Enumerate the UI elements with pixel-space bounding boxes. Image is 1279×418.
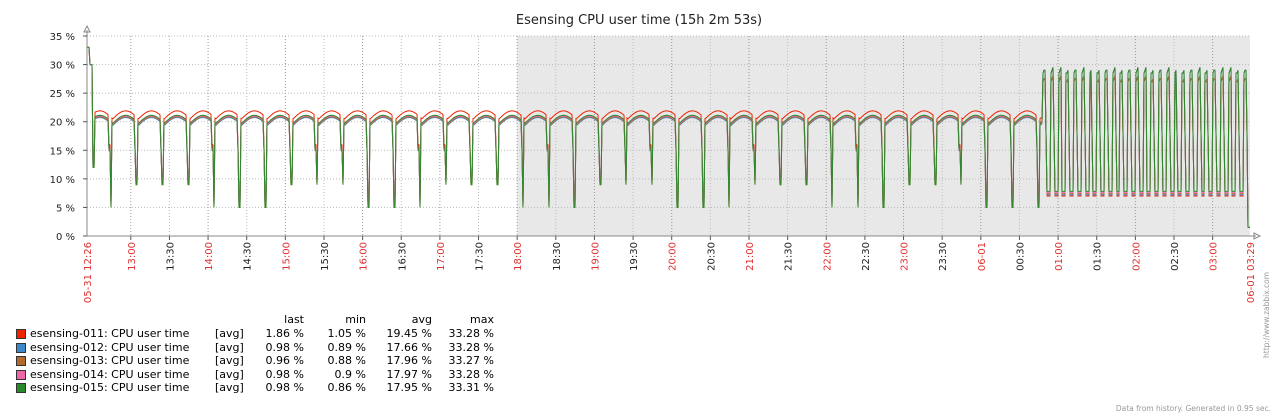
x-tick-label: 02:30 [1170,242,1181,271]
legend-series-name: esensing-015: CPU user time [30,381,190,395]
x-tick-label: 06-01 03:29 [1246,242,1257,303]
y-tick-label: 10 % [50,175,75,186]
legend-swatch [16,383,26,394]
x-tick-label: 13:00 [127,242,138,271]
legend-agg: [avg] [215,354,244,368]
legend-min: 0.89 % [327,340,366,354]
legend-agg: [avg] [215,327,244,340]
legend-avg: 17.97 % [386,367,432,381]
x-axis-arrow [1253,232,1262,240]
legend-header-last: last [284,313,304,326]
series-line-4 [87,46,1250,228]
legend-min: 1.05 % [327,327,366,340]
zabbix-link[interactable]: http://www.zabbix.com [1262,271,1271,358]
x-tick-label: 20:00 [668,242,679,271]
legend-avg: 17.95 % [386,381,432,395]
x-tick-label: 17:00 [436,242,447,271]
series-line-1 [87,46,1250,228]
y-tick-label: 30 % [50,61,75,72]
legend-avg: 17.96 % [386,354,432,368]
chart-title: Esensing CPU user time (15h 2m 53s) [516,13,762,28]
legend-max: 33.28 % [448,340,494,354]
legend-series-name: esensing-013: CPU user time [30,354,190,368]
legend-header-max: max [470,313,494,326]
x-tick-label: 22:30 [861,242,872,271]
legend-header-avg: avg [411,313,432,326]
x-tick-label: 13:30 [165,242,176,271]
legend-min: 0.88 % [327,354,366,368]
y-tick-label: 5 % [56,203,75,214]
x-tick-label: 01:00 [1054,242,1065,271]
legend-series-name: esensing-011: CPU user time [30,327,190,340]
legend-max: 33.28 % [448,327,494,340]
x-tick-label: 19:30 [629,242,640,271]
x-tick-label: 03:00 [1209,242,1220,271]
x-tick-label: 14:00 [204,242,215,271]
y-tick-label: 20 % [50,118,75,129]
legend-last: 0.98 % [265,340,304,354]
x-tick-label: 18:30 [552,242,563,271]
legend-last: 0.98 % [265,381,304,395]
legend-swatch [16,342,26,353]
y-tick-label: 15 % [50,146,75,157]
x-tick-label: 19:00 [590,242,601,271]
x-tick-label: 02:00 [1131,242,1142,271]
y-axis-ticks: 0 % 5 % 10 % 15 % 20 % 25 % 30 % 35 % [50,32,87,243]
y-tick-label: 0 % [56,232,75,243]
x-tick-label: 18:00 [513,242,524,271]
x-tick-label: 00:30 [1015,242,1026,271]
legend-series-name: esensing-014: CPU user time [30,367,190,381]
series-line-2 [87,46,1250,228]
legend-agg: [avg] [215,367,244,381]
legend-last: 0.98 % [265,367,304,381]
legend-last: 1.86 % [265,327,304,340]
x-tick-label: 15:00 [281,242,292,271]
x-tick-label: 16:30 [397,242,408,271]
x-tick-label: 05-31 12:26 [83,242,94,303]
legend-series-name: esensing-012: CPU user time [30,340,190,354]
x-tick-label: 20:30 [706,242,717,271]
legend-swatch [16,329,26,339]
x-tick-label: 22:00 [822,242,833,271]
plot-background [87,36,1250,236]
legend-avg: 19.45 % [386,327,432,340]
legend-max: 33.27 % [448,354,494,368]
y-axis-arrow [83,24,91,33]
series-line-3 [87,46,1250,228]
series-lines [87,46,1250,228]
legend-swatch [16,369,26,380]
legend-header-min: min [345,313,366,326]
x-tick-label: 16:00 [359,242,370,271]
legend-agg: [avg] [215,340,244,354]
x-tick-label: 21:00 [745,242,756,271]
y-tick-label: 25 % [50,89,75,100]
series-line-0 [87,46,1250,228]
legend-min: 0.86 % [327,381,366,395]
x-tick-label: 17:30 [475,242,486,271]
x-tick-label: 14:30 [243,242,254,271]
y-tick-label: 35 % [50,32,75,43]
legend-last: 0.96 % [265,354,304,368]
x-tick-label: 06-01 [977,242,988,271]
legend-max: 33.28 % [448,367,494,381]
x-tick-label: 23:00 [900,242,911,271]
x-tick-label: 23:30 [938,242,949,271]
footer-note: Data from history. Generated in 0.95 sec… [1115,404,1271,413]
x-tick-label: 21:30 [784,242,795,271]
legend-max: 33.31 % [448,381,494,395]
legend-agg: [avg] [215,381,244,395]
legend-min: 0.9 % [334,367,366,381]
x-axis-ticks: 13:00 13:30 14:00 14:30 15:00 15:30 16:00 16:30… [83,236,1257,303]
legend-avg: 17.66 % [386,340,432,354]
x-tick-label: 01:30 [1093,242,1104,271]
legend-swatch [16,356,26,367]
x-tick-label: 15:30 [320,242,331,271]
